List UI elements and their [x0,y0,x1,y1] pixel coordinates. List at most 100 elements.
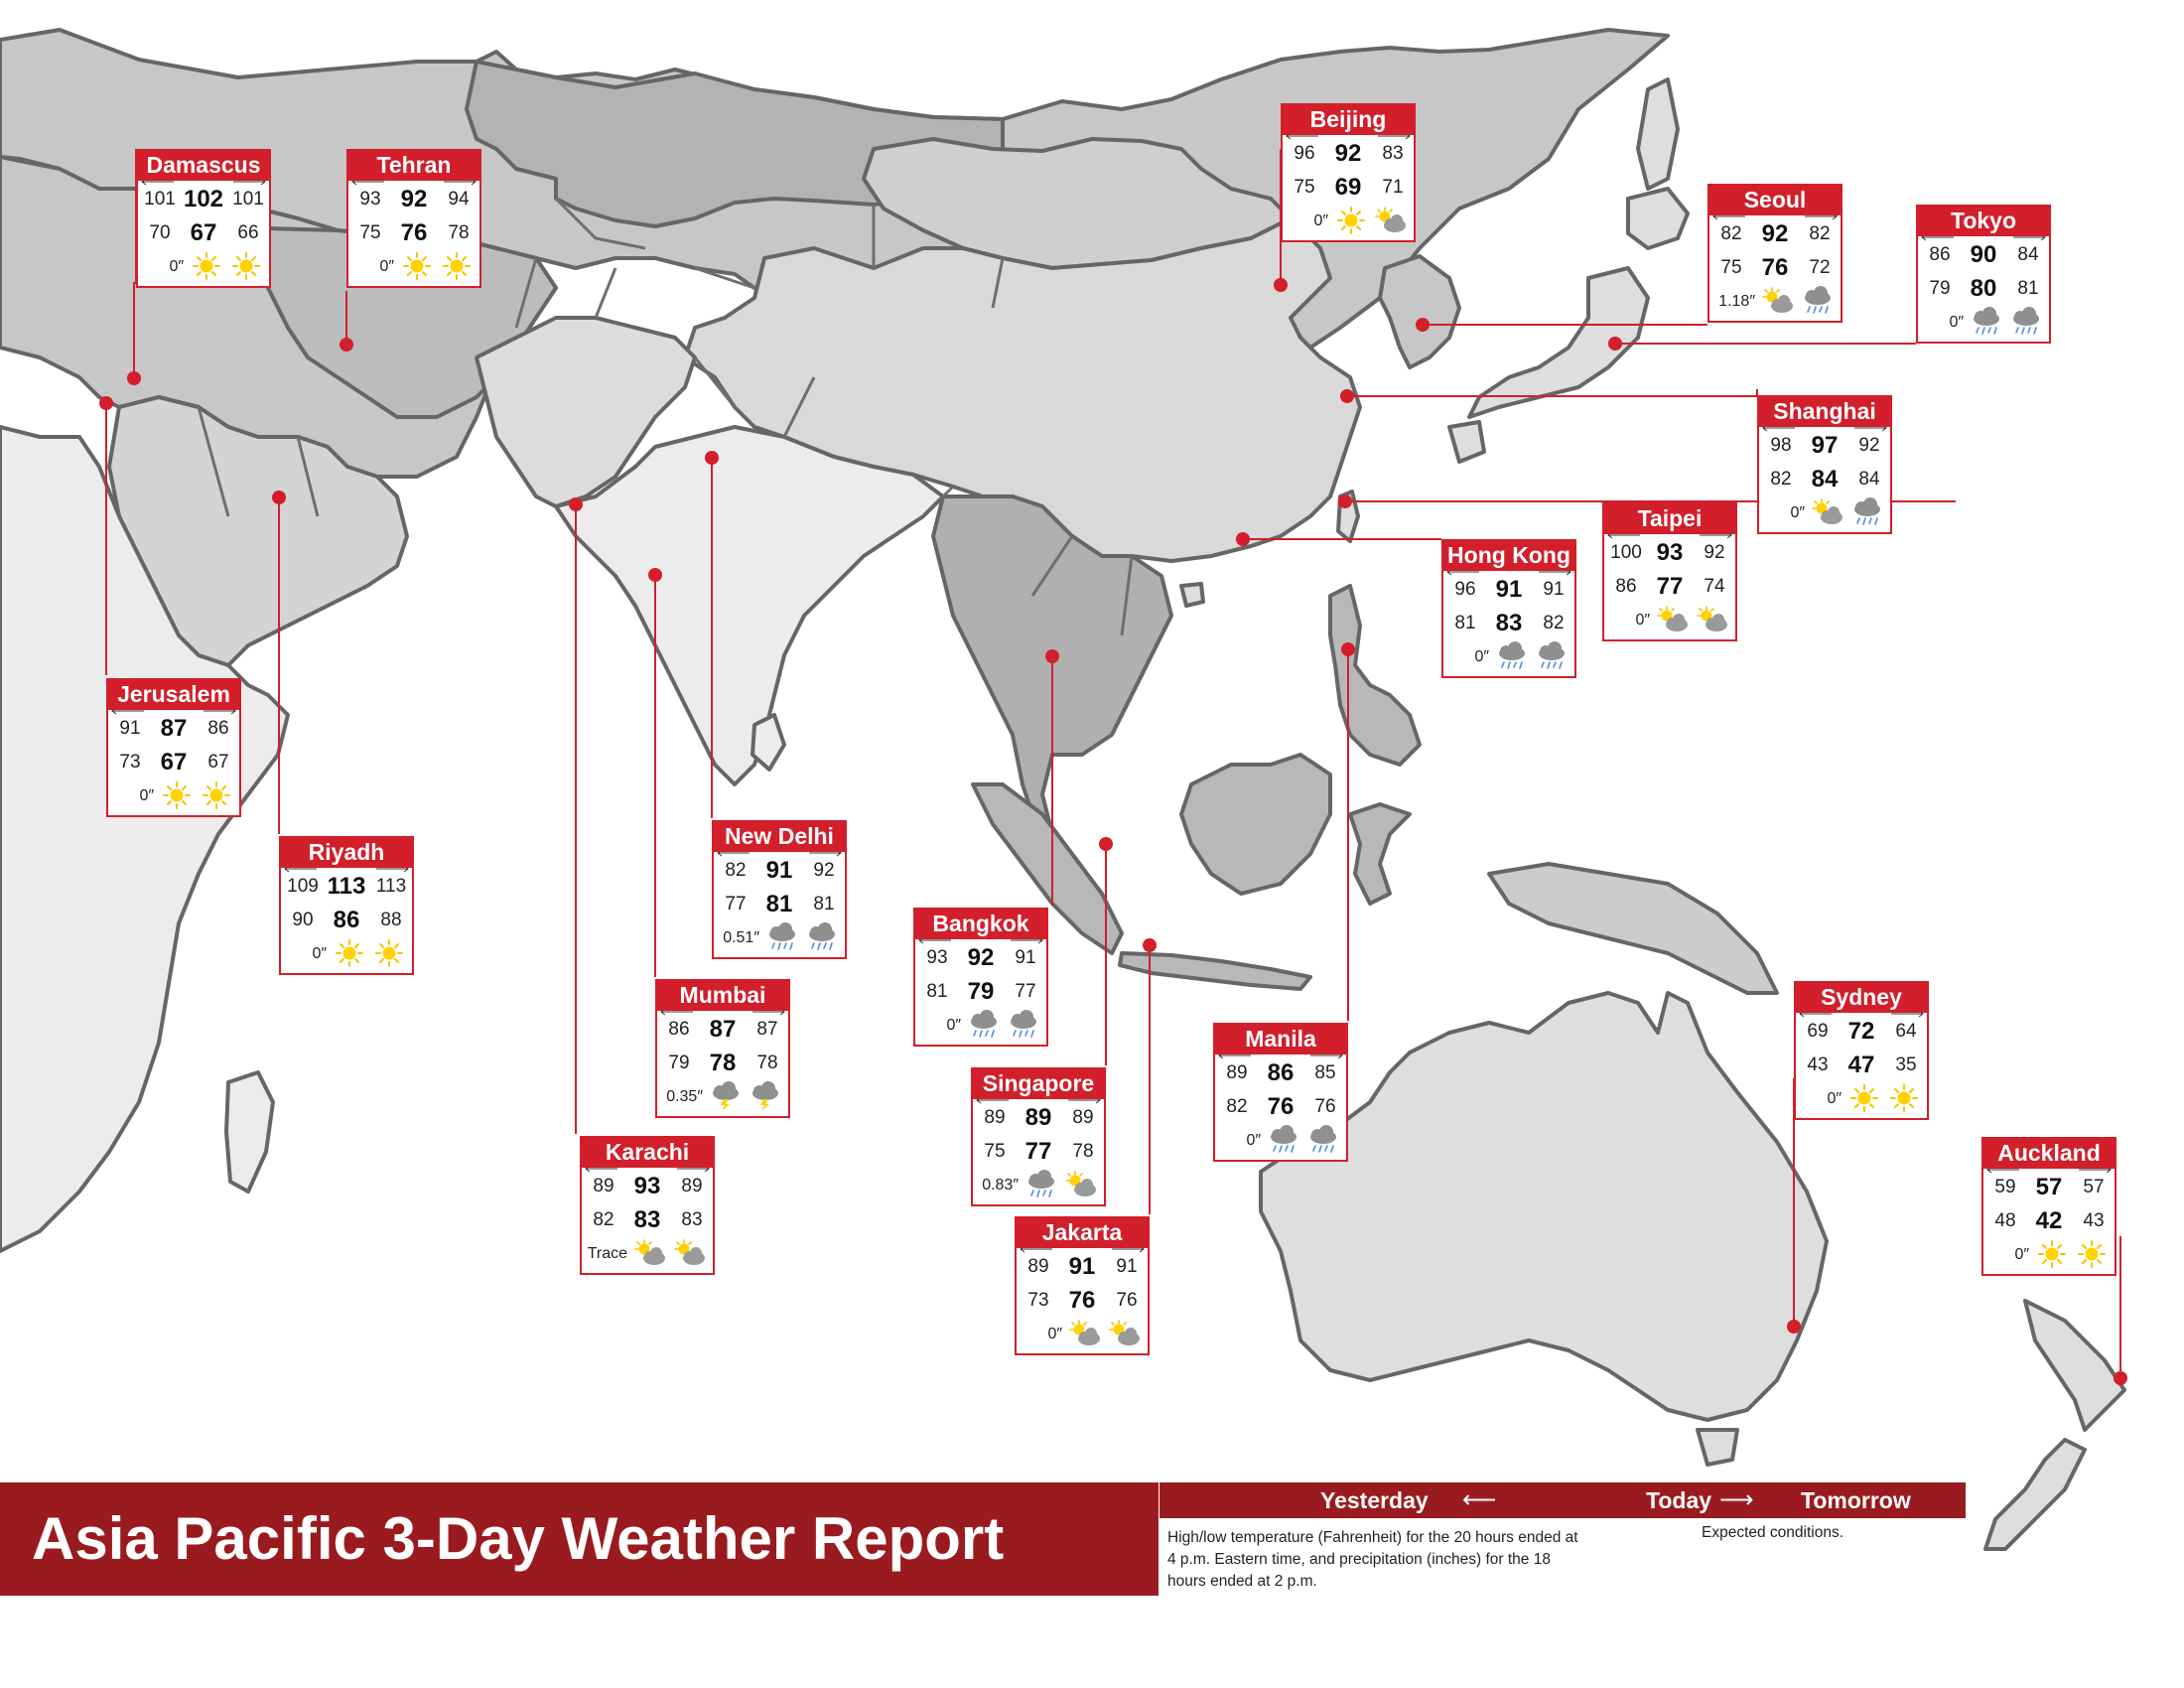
city-card-singapore[interactable]: Singapore 89 75 89 77 89 78 0.83″ [971,1067,1106,1206]
yesterday-high: 59 [1994,1177,2016,1197]
city-marker-karachi[interactable] [569,497,583,511]
precipitation: 0″ [1047,1326,1062,1342]
rain-icon [1267,1125,1300,1155]
city-card-riyadh[interactable]: Riyadh 109 90 113 86 113 88 0″ [279,836,414,975]
yesterday-tomorrow-arrows [1762,427,1887,432]
madagascar-landmass [224,1070,275,1194]
today-high: 97 [1811,432,1839,459]
partly-cloudy-icon [633,1238,667,1268]
pakistan-afghanistan-landmass [475,316,697,508]
yesterday-low: 73 [1027,1290,1049,1311]
yesterday-low: 75 [1720,257,1742,278]
legend-tomorrow-label: Tomorrow [1801,1487,1911,1513]
city-marker-sydney[interactable] [1787,1320,1801,1334]
city-marker-auckland[interactable] [2114,1371,2127,1385]
city-card-karachi[interactable]: Karachi 89 82 93 83 89 83 Trace [580,1136,715,1275]
rain-icon [765,922,799,952]
city-card-tehran[interactable]: Tehran 93 75 92 76 94 78 0″ [346,149,481,288]
city-name: Taipei [1602,502,1737,534]
city-marker-seoul[interactable] [1416,318,1430,332]
city-card-sydney[interactable]: Sydney 69 43 72 47 64 35 0″ [1794,981,1929,1120]
city-card-new-delhi[interactable]: New Delhi 82 77 91 81 92 81 0.51″ [712,820,847,959]
today-high: 91 [1495,576,1523,603]
city-card-damascus[interactable]: Damascus 101 70 102 67 101 66 0″ [136,149,271,288]
tomorrow-high: 83 [1382,143,1404,164]
precipitation: 1.18″ [1718,293,1755,310]
rain-icon [805,922,839,952]
japan-honshu-landmass [1467,266,1650,419]
rain-icon [1970,307,2003,337]
city-marker-jerusalem[interactable] [99,396,113,410]
city-marker-tehran[interactable] [340,338,353,352]
city-card-tokyo[interactable]: Tokyo 86 79 90 80 84 81 0″ [1916,205,2051,344]
legend-bar: Yesterday ⟵ Today ⟶ Tomorrow [1160,1482,1966,1518]
tomorrow-low: 78 [448,222,470,243]
today-low: 80 [1970,275,1997,302]
city-marker-riyadh[interactable] [272,491,286,504]
rain-icon [1850,497,1884,527]
precipitation: 0″ [169,258,184,275]
tomorrow-high: 57 [2083,1177,2105,1197]
city-marker-hong-kong[interactable] [1236,532,1250,546]
precipitation: 0″ [1474,648,1489,665]
city-card-jakarta[interactable]: Jakarta 89 73 91 76 91 76 0″ [1015,1216,1150,1355]
yesterday-low: 79 [668,1053,690,1073]
city-marker-new-delhi[interactable] [705,451,719,465]
city-card-manila[interactable]: Manila 89 82 86 76 85 76 0″ [1213,1023,1348,1162]
today-low: 78 [709,1050,737,1076]
city-card-beijing[interactable]: Beijing 96 75 92 69 83 71 0″ [1281,103,1416,242]
tomorrow-high: 89 [1072,1107,1094,1128]
yesterday-tomorrow-arrows [1799,1013,1924,1018]
yesterday-low: 81 [926,981,948,1002]
today-high: 93 [1656,539,1684,566]
partly-cloudy-icon [1696,605,1729,634]
city-marker-singapore[interactable] [1099,837,1113,851]
city-marker-taipei[interactable] [1338,494,1352,508]
city-card-auckland[interactable]: Auckland 59 48 57 42 57 43 0″ [1981,1137,2116,1276]
yesterday-low: 75 [1294,177,1315,198]
precipitation: 0″ [946,1017,961,1034]
today-high: 91 [765,857,793,884]
city-marker-mumbai[interactable] [648,568,662,582]
tomorrow-high: 87 [756,1019,778,1040]
city-card-shanghai[interactable]: Shanghai 98 82 97 84 92 84 0″ [1757,395,1892,534]
tomorrow-high: 89 [681,1176,703,1196]
legend-note-conditions: Expected conditions. [1702,1524,1844,1541]
tomorrow-low: 76 [1116,1290,1138,1311]
yesterday-high: 101 [144,189,176,210]
yesterday-high: 89 [984,1107,1006,1128]
city-card-mumbai[interactable]: Mumbai 86 79 87 78 87 78 0.35″ [655,979,790,1118]
city-card-seoul[interactable]: Seoul 82 75 92 76 82 72 1.18″ [1707,184,1843,323]
today-low: 83 [633,1206,661,1233]
today-high: 113 [327,873,366,900]
city-marker-bangkok[interactable] [1045,649,1059,663]
yesterday-low: 82 [1226,1096,1248,1117]
city-card-bangkok[interactable]: Bangkok 93 81 92 79 91 77 0″ [913,908,1048,1047]
yesterday-tomorrow-arrows [918,939,1043,944]
yesterday-low: 75 [984,1141,1006,1162]
tomorrow-low: 78 [1072,1141,1094,1162]
precipitation: 0.35″ [666,1088,703,1105]
city-marker-manila[interactable] [1341,642,1355,656]
partly-cloudy-icon [1374,206,1408,235]
city-marker-shanghai[interactable] [1340,389,1354,403]
yesterday-high: 93 [926,947,948,968]
city-marker-damascus[interactable] [127,371,141,385]
yesterday-high: 89 [1226,1062,1248,1083]
city-marker-tokyo[interactable] [1608,337,1622,351]
sun-icon [2035,1239,2069,1269]
yesterday-tomorrow-arrows [1286,135,1411,140]
partly-cloudy-icon [673,1238,707,1268]
today-low: 79 [967,978,995,1005]
city-name: Jerusalem [106,678,241,710]
today-high: 86 [1267,1059,1295,1086]
tomorrow-low: 74 [1704,576,1725,597]
city-card-jerusalem[interactable]: Jerusalem 91 73 87 67 86 67 0″ [106,678,241,817]
rain-icon [1495,641,1529,671]
city-marker-beijing[interactable] [1274,278,1288,292]
city-marker-jakarta[interactable] [1143,938,1157,952]
city-card-taipei[interactable]: Taipei 100 86 93 77 92 74 0″ [1602,502,1737,641]
city-card-hong-kong[interactable]: Hong Kong 96 81 91 83 91 82 0″ [1441,539,1576,678]
today-low: 76 [400,219,428,246]
precipitation: 0″ [2014,1246,2029,1263]
